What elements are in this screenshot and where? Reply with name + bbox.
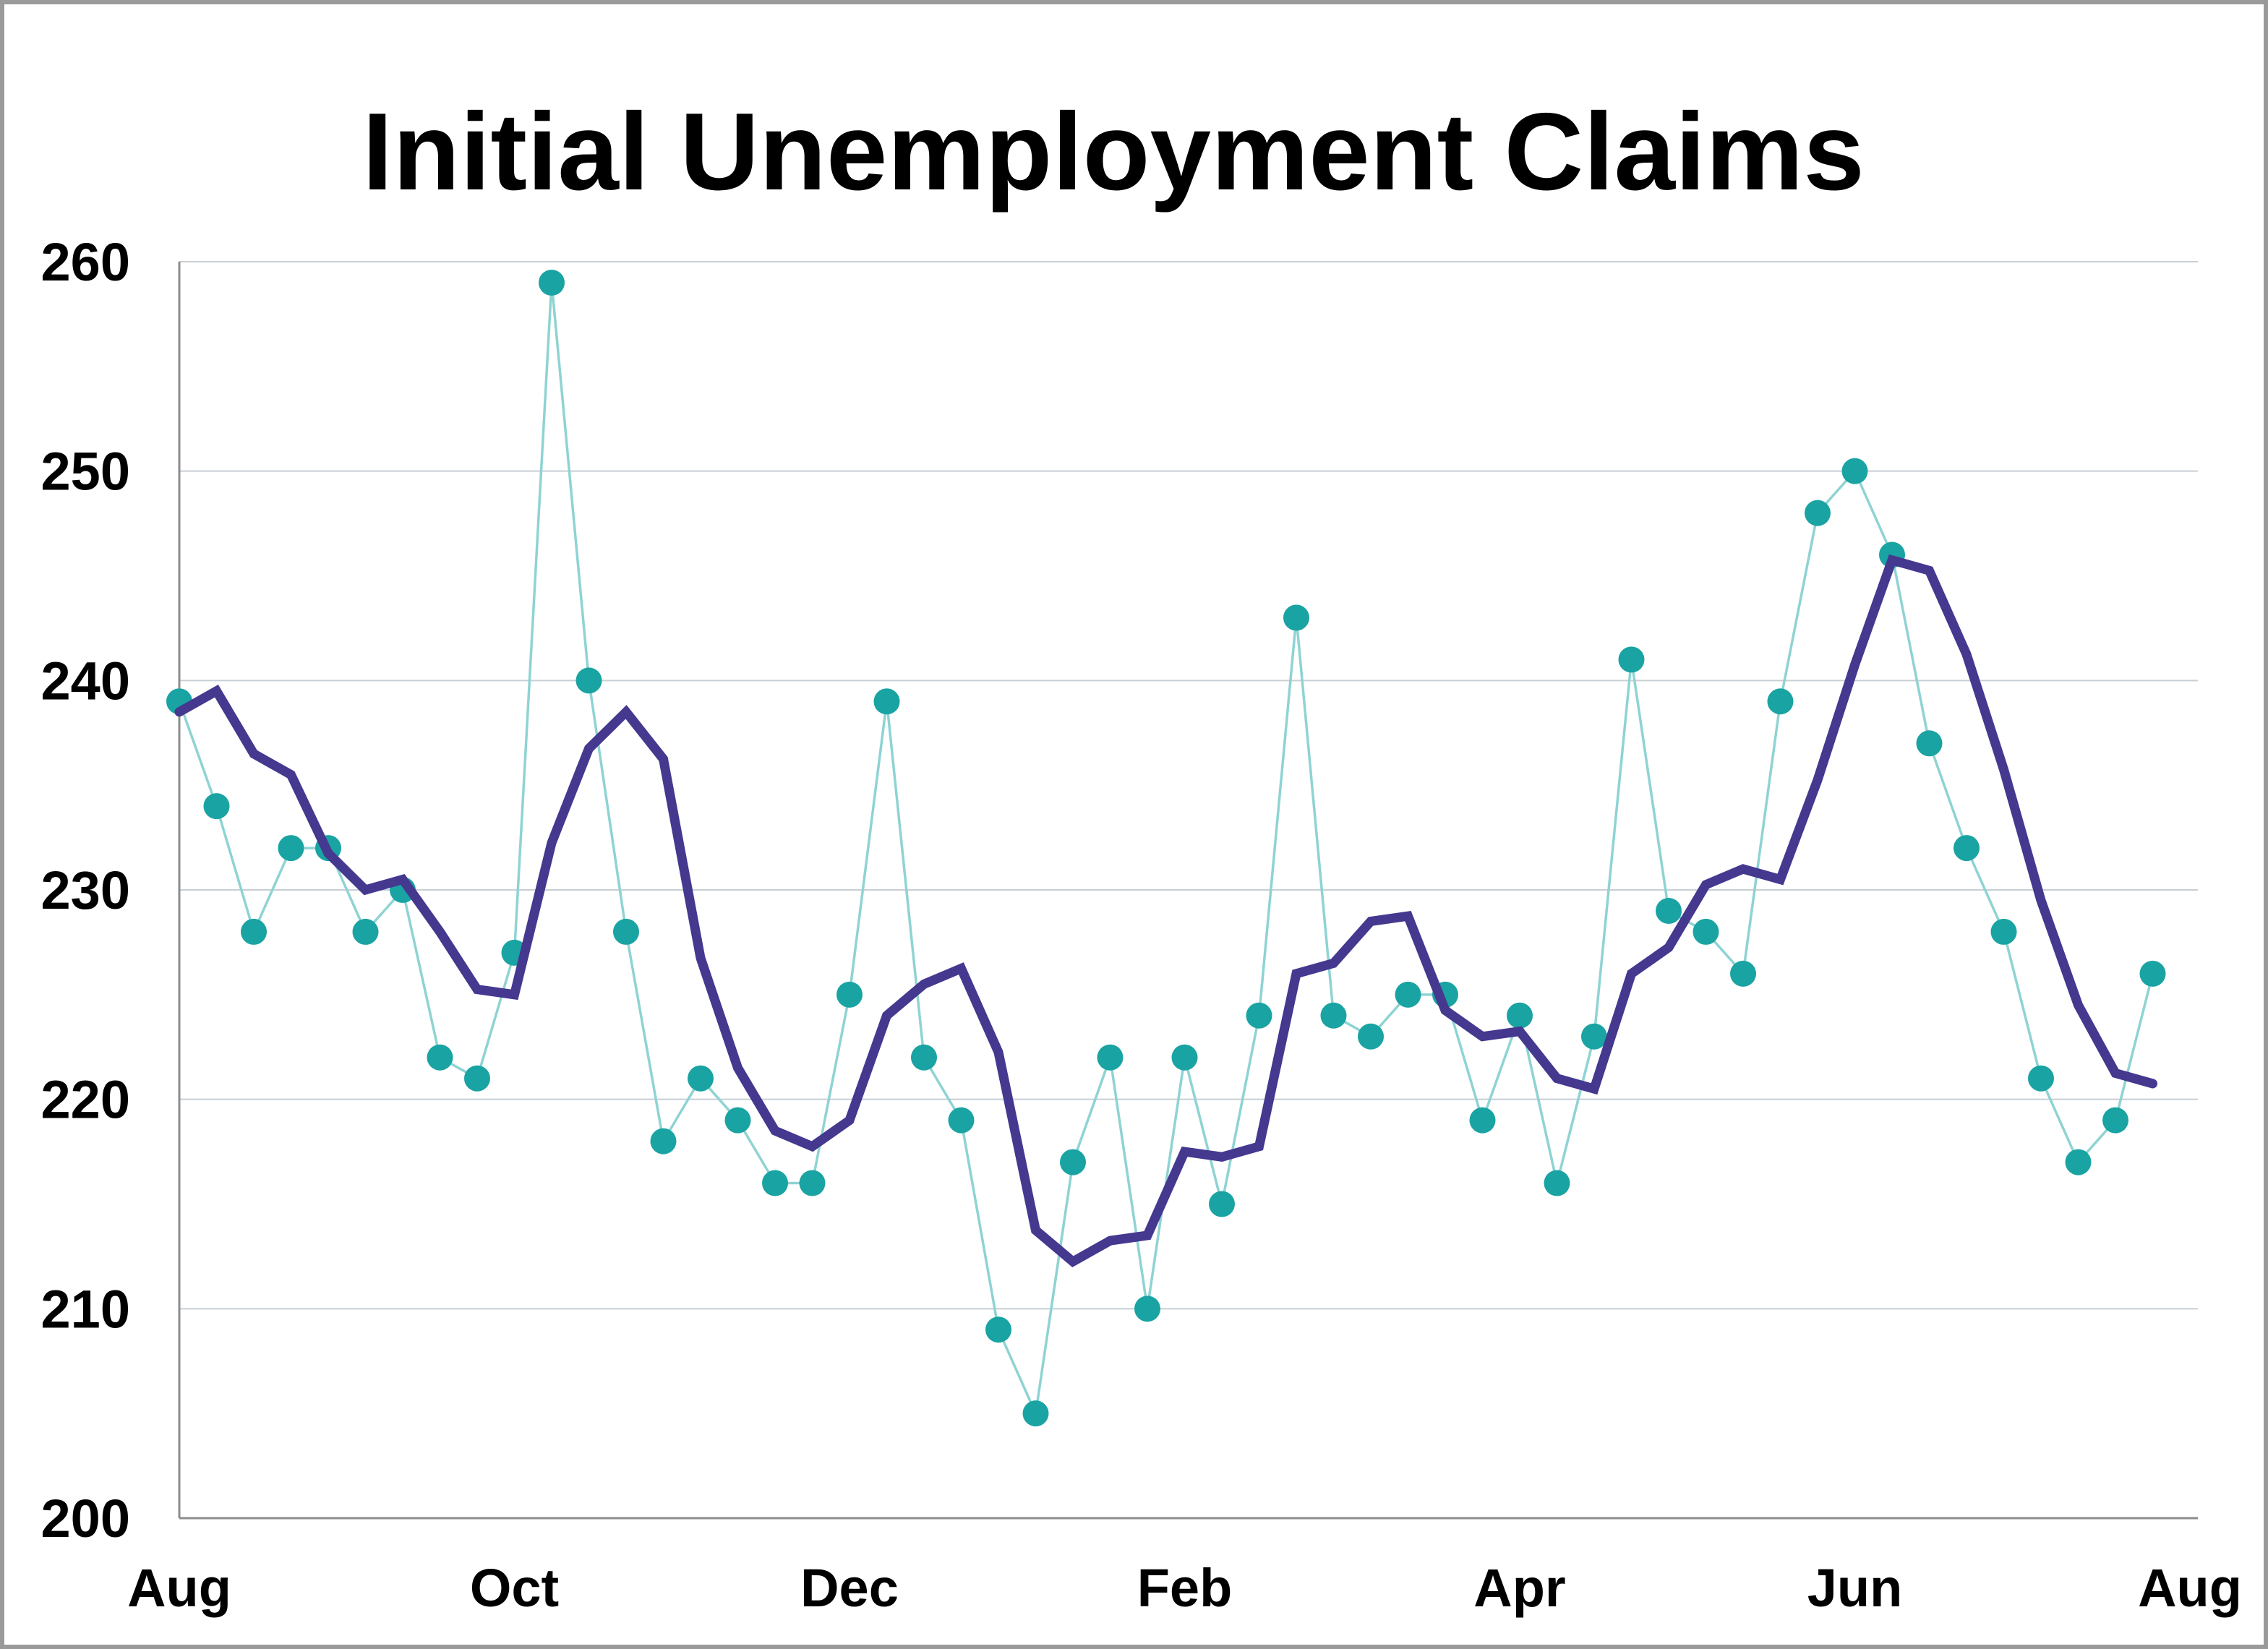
data-point-weekly-40 — [1656, 897, 1682, 924]
data-point-weekly-47 — [1916, 730, 1943, 757]
data-point-weekly-43 — [1767, 688, 1794, 715]
x-axis-tick-labels: Aug Oct Dec Feb Apr Jun Aug — [127, 1558, 2242, 1618]
y-axis-tick-labels: 200 210 220 230 240 250 260 — [41, 232, 130, 1549]
data-point-weekly-53 — [2139, 960, 2166, 987]
y-tick-label-200: 200 — [41, 1489, 130, 1549]
data-point-weekly-52 — [2102, 1107, 2128, 1134]
data-point-weekly-8 — [464, 1065, 490, 1092]
data-point-weekly-38 — [1581, 1023, 1607, 1050]
data-point-weekly-26 — [1134, 1295, 1160, 1322]
data-point-weekly-21 — [948, 1107, 975, 1134]
data-point-weekly-17 — [799, 1170, 826, 1196]
x-tick-label-aug-6: Aug — [2138, 1558, 2242, 1618]
plot-area-series — [166, 269, 2166, 1427]
chart-title: Initial Unemployment Claims — [362, 90, 1865, 213]
weekly-claims-markers — [166, 269, 2166, 1427]
y-tick-label-240: 240 — [41, 651, 130, 711]
data-point-weekly-15 — [724, 1107, 751, 1134]
x-tick-label-jun-5: Jun — [1807, 1558, 1903, 1618]
weekly-claims-line — [178, 281, 2154, 1415]
data-point-weekly-28 — [1209, 1191, 1235, 1217]
data-point-weekly-51 — [2065, 1149, 2092, 1175]
data-point-weekly-35 — [1469, 1107, 1496, 1134]
x-tick-label-feb-3: Feb — [1137, 1558, 1233, 1618]
data-point-weekly-24 — [1060, 1149, 1086, 1175]
y-tick-label-220: 220 — [41, 1070, 130, 1130]
y-tick-label-210: 210 — [41, 1279, 130, 1339]
data-point-weekly-33 — [1395, 981, 1421, 1008]
axes — [178, 262, 2198, 1520]
y-tick-label-260: 260 — [41, 232, 130, 292]
data-point-weekly-14 — [688, 1065, 714, 1092]
data-point-weekly-37 — [1544, 1170, 1570, 1196]
data-point-weekly-41 — [1693, 918, 1719, 945]
data-point-weekly-50 — [2028, 1065, 2054, 1092]
data-point-weekly-42 — [1730, 960, 1756, 987]
four-week-average-line — [174, 554, 2157, 1268]
data-point-weekly-31 — [1320, 1002, 1347, 1029]
data-point-weekly-32 — [1358, 1023, 1384, 1050]
data-point-weekly-39 — [1618, 646, 1645, 673]
data-point-weekly-25 — [1097, 1044, 1124, 1071]
x-tick-label-aug-0: Aug — [127, 1558, 231, 1618]
data-point-weekly-19 — [873, 688, 900, 715]
data-point-weekly-5 — [352, 918, 379, 945]
data-point-weekly-7 — [427, 1044, 453, 1071]
data-point-weekly-16 — [762, 1170, 788, 1196]
data-point-weekly-44 — [1805, 500, 1831, 526]
data-point-weekly-23 — [1022, 1400, 1049, 1427]
data-point-weekly-3 — [278, 835, 304, 862]
data-point-weekly-20 — [911, 1044, 937, 1071]
x-tick-label-dec-2: Dec — [800, 1558, 899, 1618]
data-point-weekly-2 — [241, 918, 267, 945]
data-point-weekly-18 — [836, 981, 863, 1008]
x-tick-label-apr-4: Apr — [1473, 1558, 1565, 1618]
data-point-weekly-1 — [203, 793, 230, 820]
data-point-weekly-10 — [539, 269, 565, 296]
data-point-weekly-11 — [575, 667, 602, 694]
data-point-weekly-30 — [1283, 604, 1309, 631]
x-tick-label-oct-1: Oct — [470, 1558, 559, 1618]
data-point-weekly-13 — [650, 1128, 677, 1155]
y-tick-label-250: 250 — [41, 442, 130, 502]
data-point-weekly-29 — [1246, 1002, 1272, 1029]
data-point-weekly-48 — [1954, 835, 1980, 862]
data-point-weekly-22 — [985, 1316, 1011, 1343]
data-point-weekly-49 — [1990, 918, 2017, 945]
gridlines — [179, 261, 2198, 1310]
data-point-weekly-36 — [1507, 1002, 1533, 1029]
data-point-weekly-45 — [1841, 458, 1868, 484]
data-point-weekly-12 — [613, 918, 639, 945]
data-point-weekly-27 — [1171, 1044, 1198, 1071]
y-tick-label-230: 230 — [41, 860, 130, 920]
